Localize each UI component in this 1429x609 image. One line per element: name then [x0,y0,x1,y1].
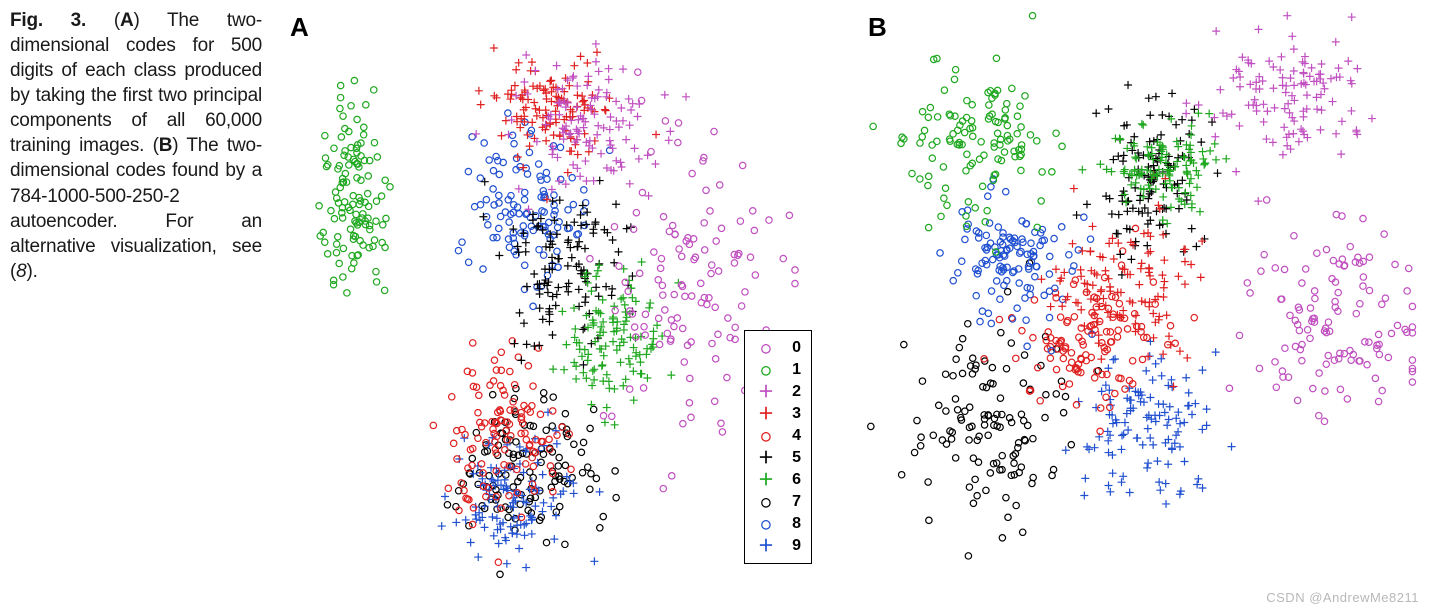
legend-row: ○4 [753,425,801,447]
legend-row: ○1 [753,359,801,381]
figure-caption: Fig. 3. (A) The two-dimensional codes fo… [10,8,262,284]
legend-marker-icon: ＋ [753,406,779,422]
legend-label: 7 [779,494,801,510]
caption-lead: Fig. 3. [10,10,86,31]
legend-marker-icon: ○ [753,362,779,378]
legend-row: ○0 [753,337,801,359]
legend-marker-icon: ＋ [753,538,779,554]
legend-marker-icon: ＋ [753,472,779,488]
legend-label: 8 [779,516,801,532]
legend-row: ○7 [753,491,801,513]
legend-marker-icon: ＋ [753,450,779,466]
legend-marker-icon: ○ [753,494,779,510]
legend-label: 6 [779,472,801,488]
legend-label: 2 [779,384,801,400]
legend-row: ○8 [753,513,801,535]
scatter-panel-a [300,10,800,580]
legend-row: ＋2 [753,381,801,403]
legend-row: ＋6 [753,469,801,491]
watermark: CSDN @AndrewMe8211 [1266,590,1419,605]
legend-label: 4 [779,428,801,444]
legend-label: 5 [779,450,801,466]
legend-label: 3 [779,406,801,422]
legend-row: ＋9 [753,535,801,557]
legend-label: 1 [779,362,801,378]
legend-label: 9 [779,538,801,554]
legend-marker-icon: ○ [753,428,779,444]
scatter-panel-b [858,10,1418,580]
legend-marker-icon: ○ [753,340,779,356]
legend-marker-icon: ○ [753,516,779,532]
legend-row: ＋3 [753,403,801,425]
caption-body: (A) The two-dimensional codes for 500 di… [10,10,262,282]
legend-row: ＋5 [753,447,801,469]
legend-box: ○0○1＋2＋3○4＋5＋6○7○8＋9 [744,330,812,564]
legend-marker-icon: ＋ [753,384,779,400]
legend-label: 0 [779,340,801,356]
